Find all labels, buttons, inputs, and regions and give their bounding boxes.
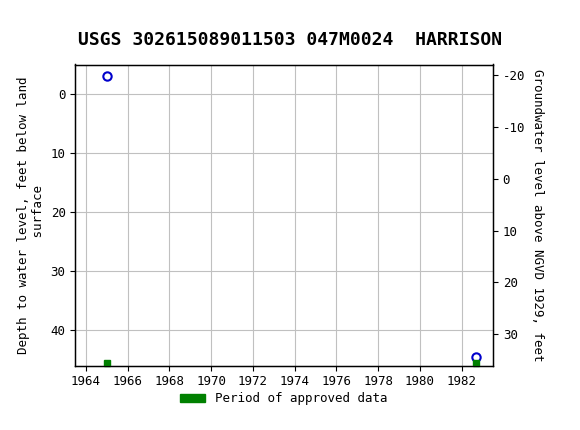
Y-axis label: Depth to water level, feet below land
 surface: Depth to water level, feet below land su… <box>17 76 45 354</box>
Legend: Period of approved data: Period of approved data <box>176 387 393 410</box>
Text: ≡USGS: ≡USGS <box>9 16 72 36</box>
Y-axis label: Groundwater level above NGVD 1929, feet: Groundwater level above NGVD 1929, feet <box>531 69 544 361</box>
Text: USGS 302615089011503 047M0024  HARRISON: USGS 302615089011503 047M0024 HARRISON <box>78 31 502 49</box>
